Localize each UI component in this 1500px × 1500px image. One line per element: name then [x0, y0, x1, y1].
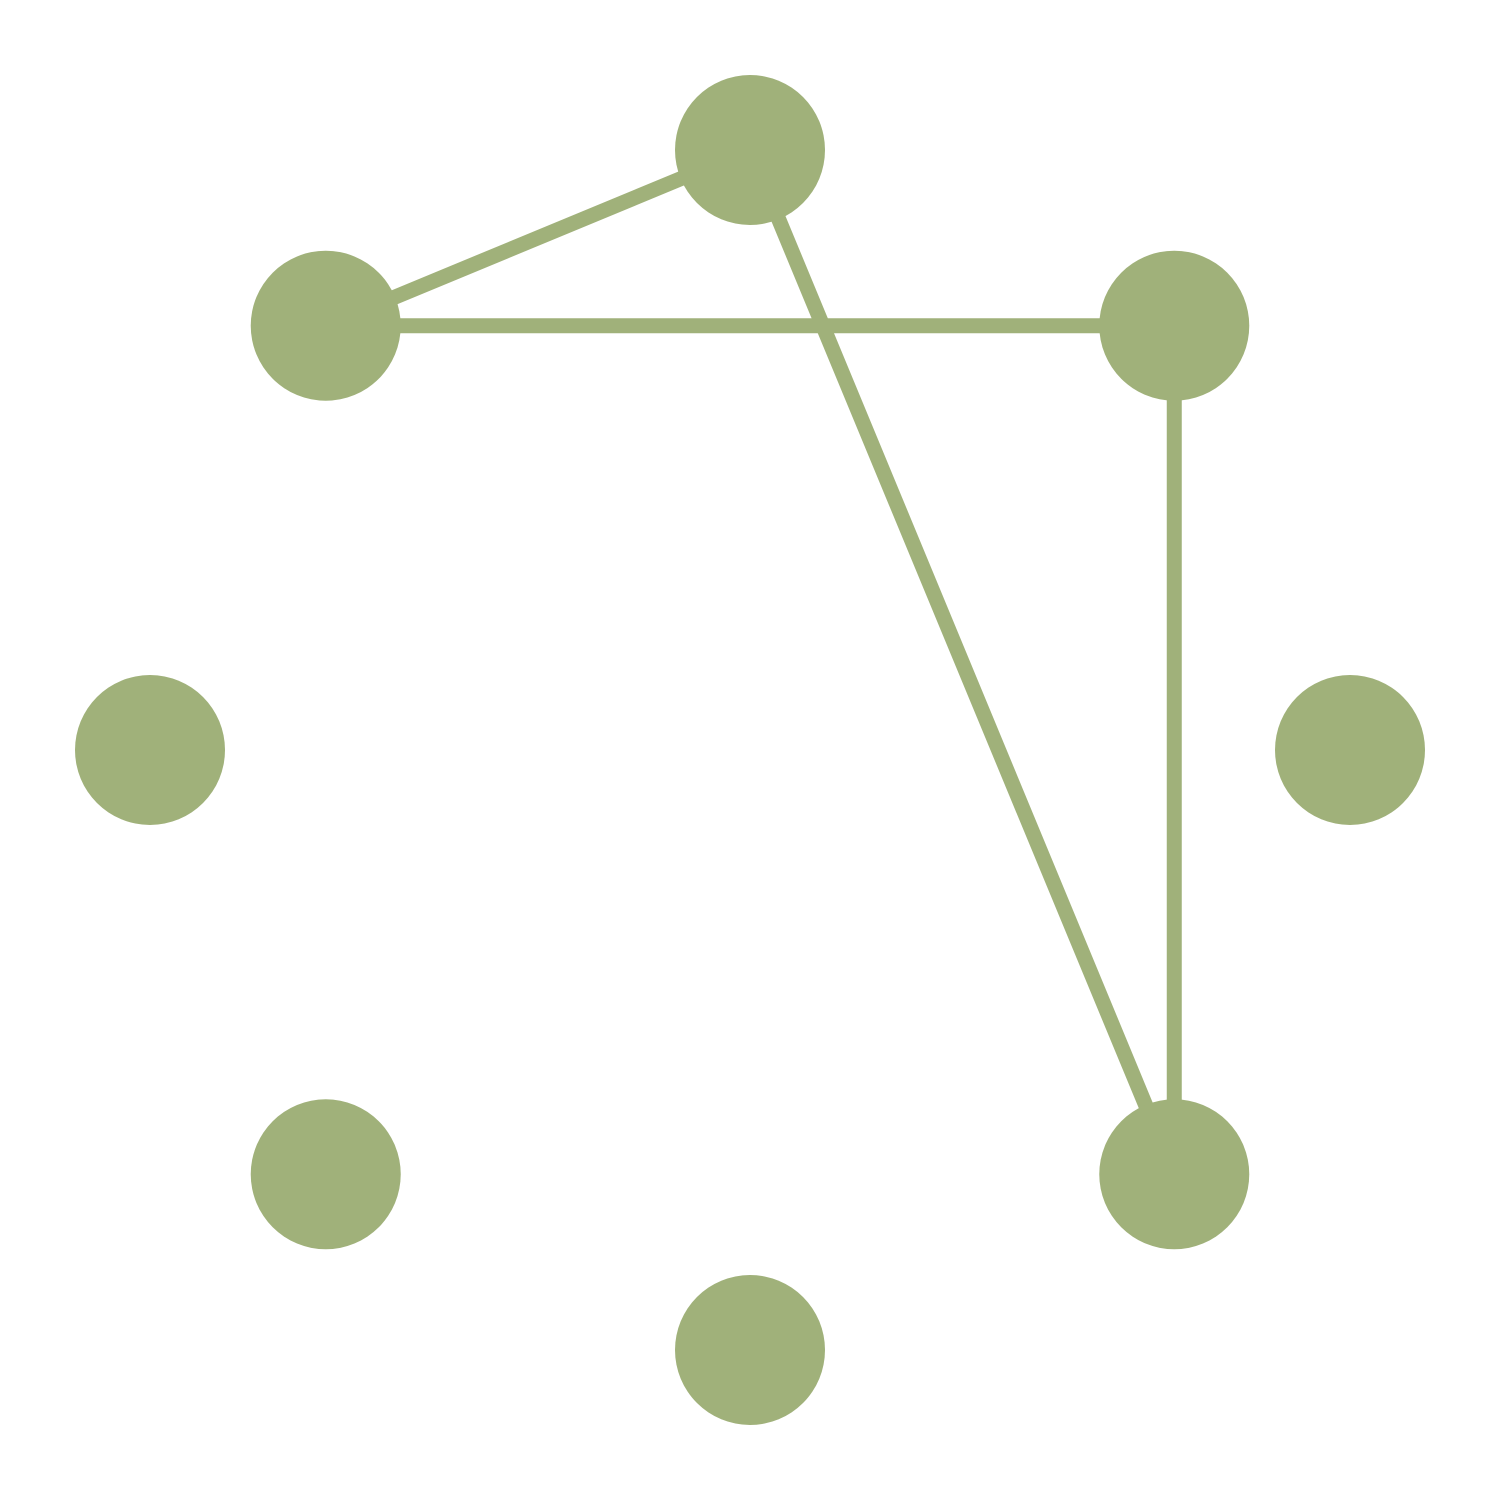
node-n2: [1275, 675, 1425, 825]
node-n5: [250, 1099, 401, 1250]
node-n1: [1099, 250, 1250, 401]
node-n0: [675, 75, 825, 225]
edges-layer: [322, 143, 1182, 1178]
node-n4: [675, 1275, 825, 1425]
nodes-layer: [75, 75, 1425, 1425]
node-n6: [75, 675, 225, 825]
edge-n0-n7: [322, 143, 753, 333]
node-n7: [250, 250, 401, 401]
node-n3: [1099, 1099, 1250, 1250]
